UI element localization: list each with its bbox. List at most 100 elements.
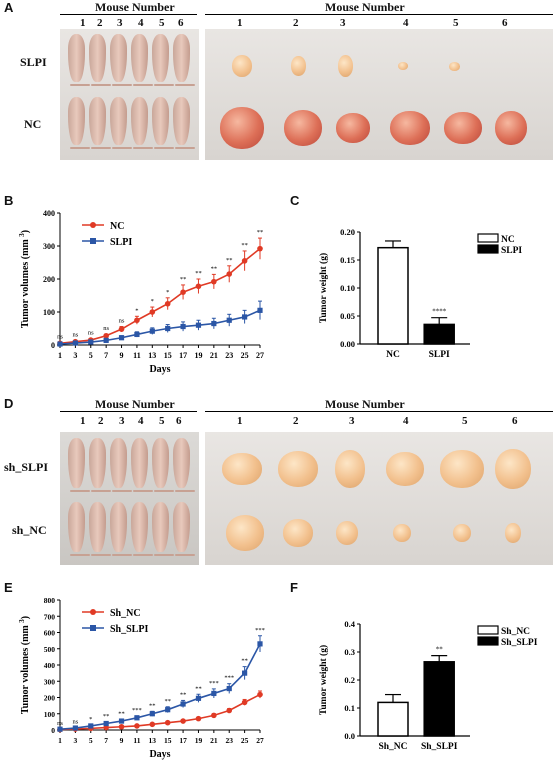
x-tick-label: 9 (120, 736, 124, 745)
data-point-Sh_NC (118, 723, 125, 730)
y-tick-label: 100 (43, 308, 55, 317)
data-point-NC (103, 332, 109, 339)
data-point-SLPI (118, 335, 125, 341)
legend-label-SLPI: SLPI (501, 246, 522, 256)
mouse-tail (91, 554, 111, 556)
x-category-label: NC (386, 350, 400, 360)
panel-a-mouse-number-4: 4 (138, 17, 144, 29)
panel-a-tumor-header: Mouse Number (325, 0, 405, 14)
significance-label: ** (118, 710, 125, 717)
x-axis-label: Days (149, 364, 170, 375)
legend-label-Sh_NC: Sh_NC (501, 627, 530, 637)
tumor-specimen (337, 55, 353, 77)
data-point-Sh_NC (134, 723, 140, 729)
panel-a-tumor-number-3: 3 (340, 17, 346, 29)
panel-d-mouse-number-3: 3 (119, 415, 125, 427)
x-tick-label: 19 (195, 736, 203, 745)
data-point-NC (180, 289, 186, 295)
y-tick-label: 0.0 (344, 731, 355, 741)
panel-d-mouse-header: Mouse Number (95, 397, 175, 411)
panel-a-mouse-number-3: 3 (117, 17, 123, 29)
data-point-SLPI (180, 323, 186, 330)
mouse (173, 97, 190, 145)
mouse-tail (133, 147, 153, 149)
significance-label: ns (57, 334, 63, 341)
data-point-SLPI (72, 340, 78, 346)
data-point-NC (211, 278, 217, 285)
panel-a-tumor-number-4: 4 (403, 17, 409, 29)
panel-a-mouse-header: Mouse Number (95, 0, 175, 14)
y-tick-label: 700 (44, 612, 56, 621)
x-tick-label: 9 (120, 351, 124, 360)
data-point-NC (118, 326, 125, 332)
x-tick-label: 17 (179, 351, 187, 360)
y-tick-label: 200 (43, 275, 55, 284)
bar-Sh_NC (377, 701, 409, 737)
bar-NC (377, 246, 409, 345)
y-axis-label: Tumor volumes (mm 3) (18, 616, 31, 714)
data-point-SLPI (88, 339, 94, 345)
significance-label: * (151, 298, 154, 305)
y-tick-label: 0 (51, 726, 55, 735)
significance-label: ** (436, 646, 444, 654)
mouse-tail (70, 554, 90, 556)
data-point-Sh_NC (103, 724, 109, 731)
data-point-Sh_NC (226, 707, 233, 714)
panel-a-row-label-nc: NC (24, 117, 42, 131)
data-point-Sh_NC (257, 691, 263, 698)
x-tick-label: 13 (148, 351, 156, 360)
panel-d-letter: D (4, 396, 14, 411)
x-tick-label: 25 (241, 736, 249, 745)
mouse (110, 97, 127, 145)
y-axis-label: Tumor weight (g) (318, 253, 329, 323)
data-point-Sh_SLPI (180, 701, 186, 707)
significance-label: * (135, 307, 138, 314)
x-tick-label: 3 (73, 351, 77, 360)
mouse (68, 97, 85, 145)
x-tick-label: 11 (133, 351, 141, 360)
mouse-tail (70, 490, 90, 492)
x-tick-label: 7 (104, 736, 108, 745)
significance-label: **** (432, 308, 447, 316)
panel-d-mice-photo (60, 432, 199, 565)
panel-d-tumor-number-4: 4 (403, 415, 409, 427)
y-tick-label: 400 (44, 661, 56, 670)
data-point-Sh_SLPI (195, 695, 202, 701)
mouse-tail (133, 490, 153, 492)
data-point-Sh_SLPI (134, 715, 140, 721)
significance-label: ** (195, 270, 202, 277)
mouse (152, 97, 169, 145)
mouse-tail (175, 84, 195, 86)
mouse (110, 34, 127, 82)
panel-a-tumor-number-5: 5 (453, 17, 459, 29)
data-point-Sh_SLPI (149, 711, 155, 717)
y-tick-label: 0.15 (340, 255, 355, 265)
tumor-specimen (278, 451, 318, 487)
mouse-tail (112, 554, 132, 556)
data-point-Sh_NC (149, 721, 156, 728)
data-point-Sh_NC (211, 712, 217, 719)
y-tick-label: 500 (44, 645, 56, 654)
mouse (89, 502, 106, 552)
legend-label-NC: NC (110, 221, 124, 232)
mouse (152, 502, 169, 552)
legend-swatch-SLPI (477, 244, 499, 254)
panel-d-tumor-header: Mouse Number (325, 397, 405, 411)
tumor-specimen (336, 113, 370, 143)
x-tick-label: 21 (210, 351, 218, 360)
significance-label: ** (195, 685, 202, 692)
y-tick-label: 0.05 (340, 311, 355, 321)
mouse-tail (175, 147, 195, 149)
panel-a-letter: A (4, 0, 14, 15)
y-tick-label: 800 (44, 596, 56, 605)
significance-label: *** (209, 680, 219, 687)
mouse (89, 34, 106, 82)
significance-label: *** (132, 707, 142, 714)
significance-label: ** (211, 265, 218, 272)
mouse-tail (91, 147, 111, 149)
mouse (131, 502, 148, 552)
data-point-SLPI (195, 322, 202, 328)
data-point-NC (241, 258, 248, 264)
significance-label: ns (72, 718, 78, 725)
tumor-specimen (226, 515, 264, 551)
